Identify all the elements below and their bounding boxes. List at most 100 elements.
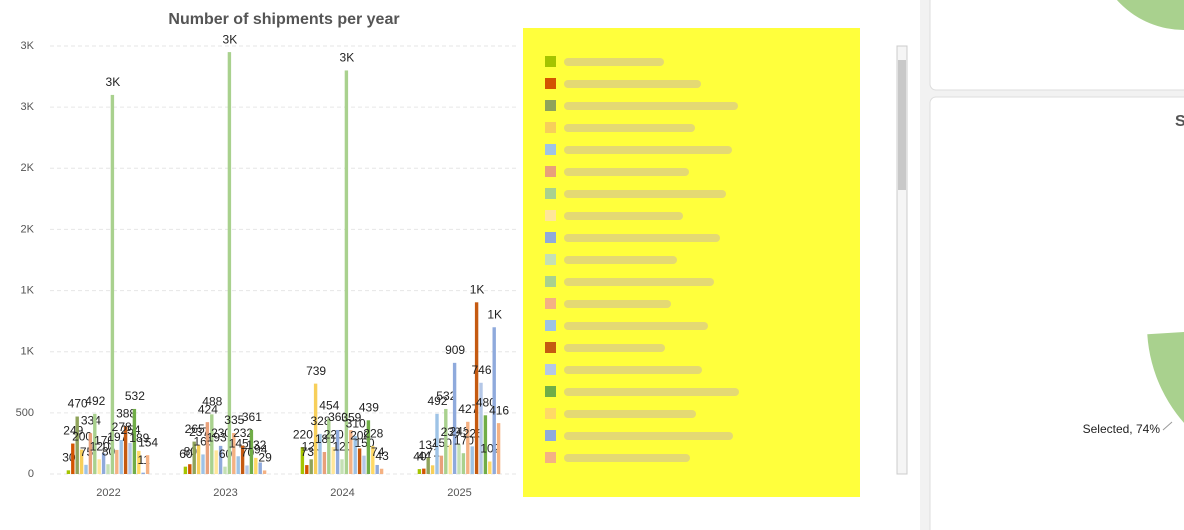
- bar: [254, 457, 258, 474]
- data-label: 480: [476, 395, 496, 409]
- legend-blurred-name: [564, 212, 683, 220]
- bar: [448, 444, 452, 474]
- bar: [258, 462, 262, 474]
- legend-swatch: [545, 342, 556, 353]
- data-label: 237: [189, 425, 209, 439]
- bar: [188, 464, 192, 474]
- pie-title: S: [1175, 113, 1184, 130]
- bar: [362, 455, 366, 474]
- data-label: 29: [258, 451, 272, 465]
- bar: [349, 430, 353, 474]
- data-label: 132: [246, 438, 266, 452]
- data-label: 3K: [340, 51, 355, 65]
- y-tick-label: 500: [16, 407, 34, 419]
- bar: [483, 415, 488, 474]
- bar: [452, 362, 457, 474]
- bar: [492, 327, 496, 474]
- legend-swatch: [545, 298, 556, 309]
- y-tick-label: 3K: [21, 40, 35, 52]
- pie-label: Selected, 74%: [1083, 422, 1161, 436]
- bar: [205, 422, 210, 474]
- data-label: 243: [449, 424, 469, 438]
- bar: [75, 416, 79, 474]
- legend-blurred-name: [564, 168, 689, 176]
- data-label: 909: [445, 343, 465, 357]
- bar: [141, 472, 145, 474]
- data-label: 359: [341, 410, 361, 424]
- bar: [300, 447, 305, 474]
- data-label: 310: [346, 416, 366, 430]
- y-tick-label: 2K: [21, 223, 35, 235]
- data-label: 470: [68, 397, 88, 411]
- bar: [470, 446, 474, 474]
- data-label: 334: [81, 413, 101, 427]
- legend-blurred-name: [564, 388, 739, 396]
- bar: [474, 302, 479, 474]
- bar: [331, 447, 335, 474]
- x-tick-label: 2022: [96, 487, 120, 499]
- bar: [371, 446, 375, 474]
- bar: [335, 429, 340, 474]
- bar: [115, 449, 119, 474]
- data-label: 200: [72, 430, 92, 444]
- legend-swatch: [545, 408, 556, 419]
- data-label: 492: [85, 394, 105, 408]
- legend-swatch: [545, 100, 556, 111]
- data-label: 120: [90, 439, 110, 453]
- bar: [461, 453, 466, 474]
- legend-blurred-name: [564, 256, 677, 264]
- bar: [132, 408, 137, 474]
- data-label: 492: [427, 394, 447, 408]
- legend-blurred-name: [564, 80, 701, 88]
- data-label: 1K: [470, 282, 485, 296]
- legend-blurred-name: [564, 234, 720, 242]
- legend-swatch: [545, 122, 556, 133]
- legend-swatch: [545, 276, 556, 287]
- data-label: 265: [185, 422, 205, 436]
- bar: [357, 448, 362, 474]
- bar: [262, 470, 267, 474]
- bar: [309, 459, 313, 474]
- bar: [192, 441, 196, 474]
- scroll-thumb[interactable]: [898, 60, 906, 190]
- bar: [79, 449, 84, 474]
- legend-blurred-name: [564, 102, 738, 110]
- bar: [97, 459, 101, 474]
- legend-swatch: [545, 254, 556, 265]
- data-label: 1K: [487, 307, 502, 321]
- legend-swatch: [545, 386, 556, 397]
- bar: [66, 470, 71, 474]
- scrollbar[interactable]: [896, 45, 908, 475]
- y-tick-label: 1K: [21, 346, 35, 358]
- data-label: 746: [471, 363, 491, 377]
- data-label: 3K: [106, 75, 121, 89]
- bar: [249, 429, 254, 474]
- data-label: 488: [202, 394, 222, 408]
- data-label: 360: [328, 410, 348, 424]
- bar: [223, 466, 227, 474]
- data-label: 532: [125, 389, 145, 403]
- legend-blurred-name: [564, 432, 733, 440]
- data-label: 134: [419, 438, 439, 452]
- data-label: 170: [94, 433, 114, 447]
- legend-swatch: [545, 430, 556, 441]
- bar: [353, 436, 357, 474]
- bar: [457, 444, 461, 474]
- x-tick-label: 2025: [447, 487, 471, 499]
- bar: [466, 421, 470, 474]
- legend-blurred-name: [564, 278, 714, 286]
- y-tick-label: 0: [28, 468, 34, 480]
- legend-blurred-name: [564, 300, 671, 308]
- data-label: 60: [179, 447, 193, 461]
- bar: [218, 445, 223, 474]
- legend-swatch: [545, 166, 556, 177]
- data-label: 189: [129, 431, 149, 445]
- bar: [305, 465, 309, 474]
- bar: [119, 440, 123, 474]
- top-card: [929, 0, 1184, 91]
- bar: [236, 456, 240, 474]
- data-label: 416: [489, 403, 509, 417]
- legend-swatch: [545, 56, 556, 67]
